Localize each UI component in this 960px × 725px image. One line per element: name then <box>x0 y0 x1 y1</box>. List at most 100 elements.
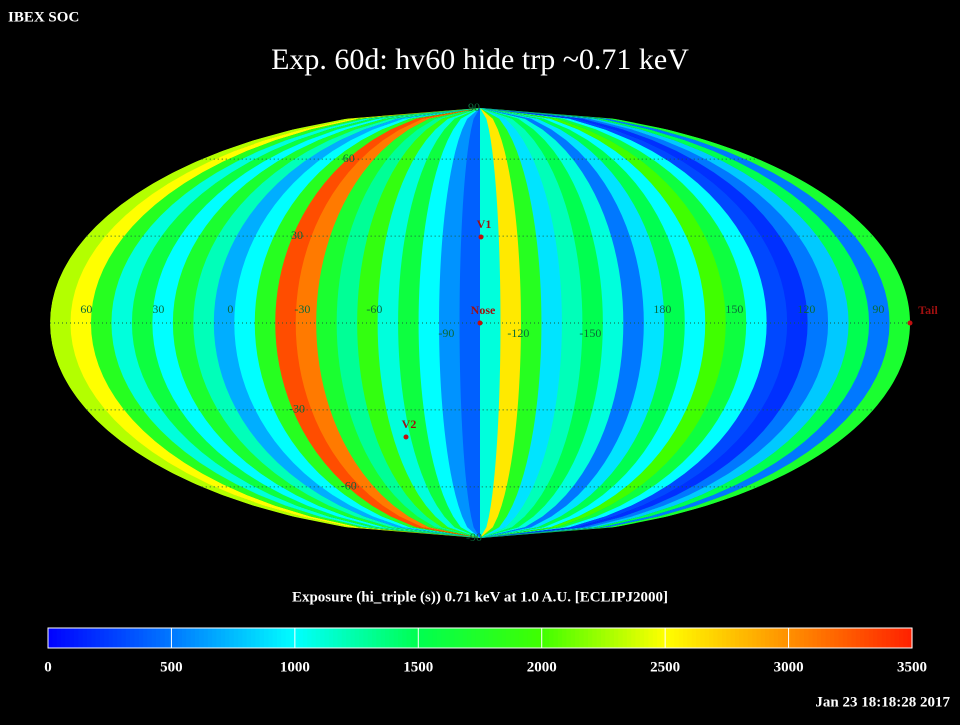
colorbar-cell <box>406 628 412 648</box>
colorbar-cell <box>220 628 226 648</box>
colorbar-cell <box>372 628 377 648</box>
colorbar-tick-label: 0 <box>44 659 52 675</box>
marker-label: Tail <box>918 303 938 317</box>
colorbar-cell <box>298 628 304 648</box>
colorbar-cell <box>255 628 261 648</box>
colorbar-cell <box>212 628 218 648</box>
colorbar-cell <box>760 628 766 648</box>
colorbar-cell <box>886 628 891 648</box>
colorbar-cell <box>246 628 252 648</box>
stripe <box>418 108 481 538</box>
colorbar-cell <box>238 628 243 648</box>
colorbar-cell <box>216 628 222 648</box>
colorbar-cell <box>56 628 62 648</box>
colorbar-cell <box>151 628 157 648</box>
colorbar-cell <box>367 628 373 648</box>
colorbar-cell <box>449 628 455 648</box>
colorbar-cell <box>73 628 79 648</box>
colorbar-cell <box>531 628 537 648</box>
colorbar-cell <box>639 628 645 648</box>
colorbar-cell <box>307 628 313 648</box>
colorbar-cell <box>683 628 688 648</box>
header: IBEX SOC <box>8 9 79 25</box>
colorbar-cell <box>415 628 421 648</box>
colorbar-cell <box>69 628 75 648</box>
colorbar-cell <box>773 628 779 648</box>
colorbar-cell <box>795 628 801 648</box>
colorbar-cell <box>825 628 831 648</box>
lon-label: -90 <box>438 326 454 340</box>
lon-label: 0 <box>227 302 233 316</box>
colorbar-cell <box>60 628 66 648</box>
colorbar-cell <box>838 628 844 648</box>
colorbar-cell <box>186 628 192 648</box>
colorbar-cell <box>138 628 144 648</box>
colorbar-tick-label: 2500 <box>650 659 680 675</box>
marker-dot <box>403 434 409 440</box>
colorbar-cell <box>272 628 278 648</box>
colorbar-cell <box>592 628 598 648</box>
colorbar-cell <box>557 628 563 648</box>
colorbar-cell <box>454 628 459 648</box>
colorbar-cell <box>631 628 637 648</box>
colorbar-cell <box>518 628 524 648</box>
colorbar-cell <box>786 628 792 648</box>
lon-label: -30 <box>294 302 310 316</box>
colorbar-cell <box>384 628 390 648</box>
lon-label: 30 <box>152 302 164 316</box>
colorbar-cell <box>855 628 861 648</box>
colorbar-cell <box>190 628 196 648</box>
colorbar-cell <box>328 628 334 648</box>
colorbar-cell <box>289 628 295 648</box>
colorbar-cell <box>95 628 101 648</box>
colorbar-cell <box>752 628 758 648</box>
colorbar-cell <box>393 628 399 648</box>
colorbar-cell <box>484 628 490 648</box>
colorbar-cell <box>428 628 434 648</box>
colorbar-cell <box>579 628 585 648</box>
marker-label: V2 <box>402 417 417 431</box>
colorbar-cell <box>194 628 200 648</box>
colorbar-cell <box>661 628 667 648</box>
colorbar-cell <box>600 628 606 648</box>
colorbar-cell <box>812 628 818 648</box>
stripe <box>377 108 481 538</box>
colorbar-cell <box>527 628 533 648</box>
colorbar-cell <box>635 628 641 648</box>
timestamp: Jan 23 18:18:28 2017 <box>815 694 950 710</box>
colorbar-cell <box>605 628 611 648</box>
colorbar-cell <box>311 628 317 648</box>
colorbar-cell <box>778 628 783 648</box>
colorbar-cell <box>626 628 632 648</box>
colorbar-tick-label: 1500 <box>403 659 433 675</box>
colorbar-cell <box>52 628 58 648</box>
colorbar-cell <box>492 628 498 648</box>
colorbar-cell <box>726 628 732 648</box>
colorbar-cell <box>302 628 308 648</box>
colorbar-cell <box>678 628 684 648</box>
colorbar-cell <box>756 628 762 648</box>
lat-label: 30 <box>291 228 303 242</box>
colorbar-cell <box>389 628 395 648</box>
colorbar-cell <box>540 628 546 648</box>
colorbar-cell <box>156 628 161 648</box>
colorbar-cell <box>804 628 809 648</box>
colorbar-cell <box>536 628 542 648</box>
colorbar-cell <box>363 628 369 648</box>
colorbar-cell <box>648 628 654 648</box>
lon-label: 150 <box>725 302 743 316</box>
colorbar-cell <box>259 628 265 648</box>
colorbar-cell <box>514 628 520 648</box>
colorbar-cell <box>181 628 187 648</box>
colorbar-cell <box>376 628 382 648</box>
lon-label: -120 <box>507 326 529 340</box>
marker-label: V1 <box>477 217 492 231</box>
colorbar-cell <box>739 628 745 648</box>
colorbar-cell <box>505 628 511 648</box>
colorbar-cell <box>268 628 274 648</box>
colorbar-cell <box>497 628 503 648</box>
stripe <box>480 108 583 538</box>
colorbar-tick-label: 500 <box>160 659 183 675</box>
colorbar-cell <box>82 628 88 648</box>
colorbar-cell <box>242 628 248 648</box>
